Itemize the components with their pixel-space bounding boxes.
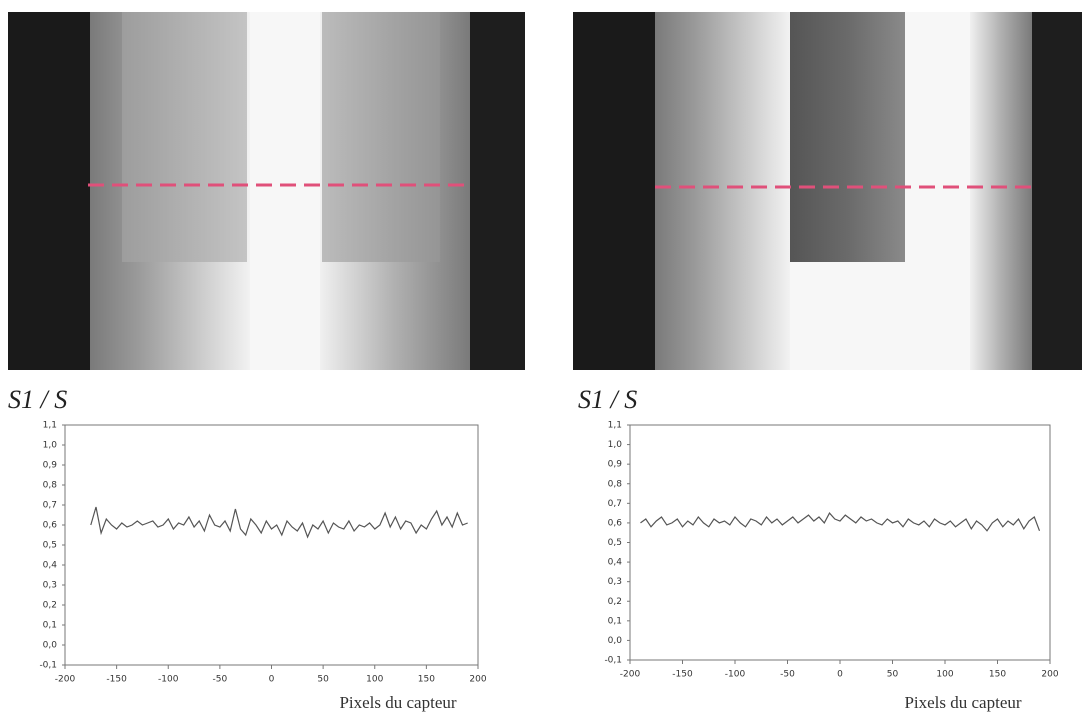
- y-tick-label: 1,0: [608, 440, 623, 450]
- x-tick-label: -200: [55, 675, 76, 685]
- x-tick-label: 50: [317, 675, 329, 685]
- x-tick-label: -150: [106, 675, 127, 685]
- y-tick-label: 0,8: [608, 479, 623, 489]
- x-tick-label: 150: [989, 670, 1006, 680]
- x-axis-label: Pixels du capteur: [339, 693, 456, 712]
- x-tick-label: -100: [158, 675, 179, 685]
- y-tick-label: 0,3: [608, 577, 622, 587]
- y-tick-label: 0,9: [43, 461, 58, 471]
- x-tick-label: 150: [418, 675, 435, 685]
- x-tick-label: 200: [1041, 670, 1058, 680]
- y-tick-label: 0,9: [608, 460, 623, 470]
- y-axis-label: S1 / S: [578, 385, 637, 414]
- y-tick-label: 0,0: [43, 641, 58, 651]
- plot-frame: [64, 424, 479, 666]
- y-tick-label: 1,1: [608, 421, 622, 431]
- y-tick-label: 0,4: [43, 561, 58, 571]
- y-tick-label: -0,1: [604, 656, 622, 666]
- x-tick-label: 0: [837, 670, 843, 680]
- data-line: [90, 506, 468, 539]
- y-axis-label: S1 / S: [8, 385, 67, 414]
- x-tick-label: 100: [366, 675, 383, 685]
- x-tick-label: -200: [620, 670, 641, 680]
- image-right: [573, 12, 1082, 370]
- y-tick-label: 1,0: [43, 441, 58, 451]
- y-tick-label: 0,1: [608, 616, 622, 626]
- x-tick-label: -50: [213, 675, 228, 685]
- x-tick-label: -150: [672, 670, 693, 680]
- x-tick-label: 0: [269, 675, 275, 685]
- y-tick-label: 0,7: [608, 499, 622, 509]
- y-tick-label: 0,1: [43, 621, 57, 631]
- y-tick-label: 0,2: [608, 597, 622, 607]
- y-tick-label: -0,1: [39, 661, 57, 671]
- plot-frame: [629, 424, 1051, 661]
- y-tick-label: 0,6: [43, 521, 58, 531]
- y-tick-label: 0,8: [43, 481, 58, 491]
- y-tick-label: 0,0: [608, 636, 623, 646]
- y-tick-label: 0,2: [43, 601, 57, 611]
- x-tick-label: 100: [936, 670, 953, 680]
- x-axis-label: Pixels du capteur: [904, 693, 1021, 712]
- y-tick-label: 1,1: [43, 421, 57, 431]
- y-tick-label: 0,3: [43, 581, 57, 591]
- y-tick-label: 0,5: [608, 538, 622, 548]
- x-tick-label: -50: [780, 670, 795, 680]
- x-tick-label: -100: [725, 670, 746, 680]
- image-left: [8, 12, 525, 370]
- y-tick-label: 0,7: [43, 501, 57, 511]
- y-tick-label: 0,4: [608, 558, 623, 568]
- y-tick-label: 0,6: [608, 518, 623, 528]
- data-line: [640, 512, 1041, 532]
- x-tick-label: 200: [469, 675, 486, 685]
- y-tick-label: 0,5: [43, 541, 57, 551]
- x-tick-label: 50: [887, 670, 899, 680]
